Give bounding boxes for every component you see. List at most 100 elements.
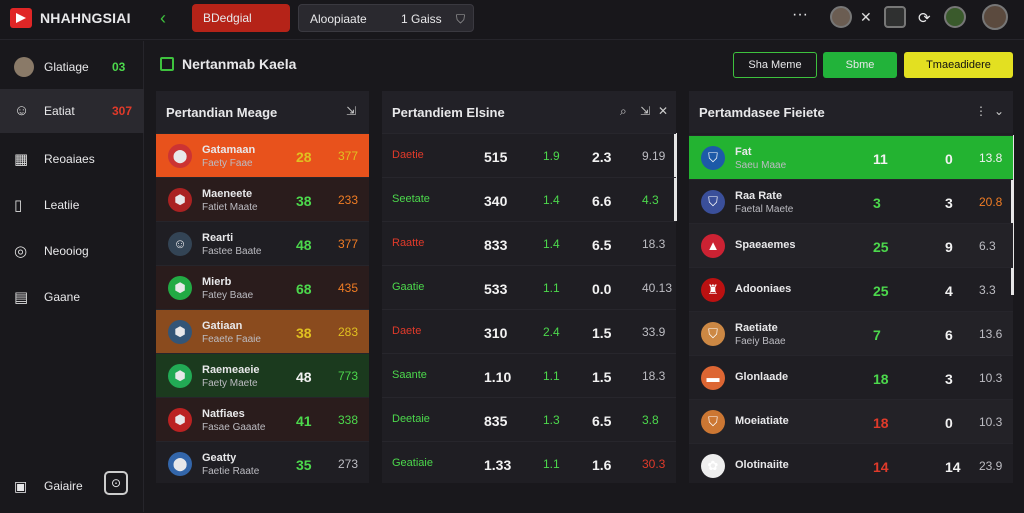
match-row[interactable]: Deetaie 835 1.3 6.5 3.8 [382, 397, 676, 441]
top-bar: NHAHNGSIAI ‹ BDedgial Aloopiaate 1 Gaiss… [0, 0, 1024, 40]
match-label: Geatiaie [392, 457, 433, 469]
fixture-goals: 7 [873, 327, 881, 343]
odds-away: 4.3 [642, 193, 659, 207]
team-rating: 233 [338, 193, 359, 207]
shield-icon[interactable]: ⛉ [455, 12, 465, 26]
fixture-row[interactable]: ▲ Spaeaemes 25 9 6.3 [689, 223, 1013, 267]
avatar [14, 57, 34, 77]
sidebar-item-1[interactable]: ☺ Eatiat 307 [0, 89, 144, 133]
team-rating: 435 [338, 281, 359, 295]
sidebar-item-4[interactable]: ◎ Neooiog [0, 229, 144, 273]
window-icon[interactable]: ▣ [14, 478, 28, 494]
team-subtitle: Faetal Maete [735, 204, 794, 215]
kebab-menu-icon[interactable]: ⋮ [975, 104, 987, 118]
fixture-rating: 10.3 [979, 415, 1003, 429]
table-row[interactable]: ⬤ Gatamaan Faety Faae 28 377 [156, 133, 369, 177]
table-row[interactable]: ⬢ Raemeaeie Faety Maete 48 773 [156, 353, 369, 397]
team-name: Fat [735, 146, 752, 158]
fixture-goals: 25 [873, 283, 889, 299]
search-icon[interactable]: ⌕ [620, 104, 627, 118]
team-points: 48 [296, 369, 312, 385]
team-crest-icon: ✿ [701, 454, 725, 478]
person-icon[interactable] [884, 6, 906, 28]
team-name: Olotinaiite [735, 459, 789, 471]
settings-button[interactable]: ⊙ [104, 471, 128, 495]
fixture-row[interactable]: ⛉ Raa Rate Faetal Maete 3 3 20.8 [689, 179, 1013, 223]
table-row[interactable]: ⬢ Gatiaan Feaete Faaie 38 283 [156, 309, 369, 353]
team-name: Raemeaeie [202, 364, 260, 376]
team-crest-icon: ☺ [168, 232, 192, 256]
team-crest-icon: ⬤ [168, 452, 192, 476]
fixture-rating: 10.3 [979, 371, 1003, 385]
match-row[interactable]: Daetie 515 1.9 2.3 9.19 [382, 133, 676, 177]
match-row[interactable]: Raatte 833 1.4 6.5 18.3 [382, 221, 676, 265]
sidebar-item-5[interactable]: ▤ Gaane [0, 275, 144, 319]
expand-icon[interactable]: ⇲ [346, 104, 357, 118]
match-row[interactable]: Saante 1.10 1.1 1.5 18.3 [382, 353, 676, 397]
chevron-down-icon[interactable]: ⌄ [994, 104, 1005, 118]
odds-home: 1.3 [543, 413, 560, 427]
odds-away: 33.9 [642, 325, 666, 339]
more-menu-icon[interactable]: ··· [792, 6, 808, 23]
team-points: 38 [296, 193, 312, 209]
table-row[interactable]: ☺ Rearti Fastee Baate 48 377 [156, 221, 369, 265]
sidebar-footer-label: Gaiaire [44, 479, 83, 493]
fixture-row[interactable]: ✿ Olotinaiite 14 14 23.9 [689, 443, 1013, 487]
table-row[interactable]: ⬢ Maeneete Fatiet Maate 38 233 [156, 177, 369, 221]
scrollbar[interactable] [1011, 135, 1014, 295]
odds-home: 1.4 [543, 237, 560, 251]
match-row[interactable]: Seetate 340 1.4 6.6 4.3 [382, 177, 676, 221]
checkbox-icon[interactable] [160, 57, 174, 71]
match-label: Daetie [392, 149, 424, 161]
sidebar-item-3[interactable]: ▯ Leatiie [0, 183, 144, 227]
play-logo-icon[interactable] [10, 8, 32, 28]
green-button[interactable]: Sbme [823, 52, 897, 78]
team-crest-icon: ♜ [701, 278, 725, 302]
match-row[interactable]: Daete 310 2.4 1.5 33.9 [382, 309, 676, 353]
fixture-goals: 14 [873, 459, 889, 475]
team-crest-icon: ⬢ [168, 188, 192, 212]
back-chevron-icon[interactable]: ‹ [160, 8, 166, 28]
fixture-row[interactable]: ⛉ Raetiate Faeiy Baae 7 6 13.6 [689, 311, 1013, 355]
refresh-icon[interactable]: ⟳ [918, 10, 931, 27]
avatar[interactable] [830, 6, 852, 28]
fixture-row[interactable]: ⛉ Moeiatiate 18 0 10.3 [689, 399, 1013, 443]
user-avatar[interactable] [982, 4, 1008, 30]
match-score: 833 [484, 237, 508, 253]
odds-away: 40.13 [642, 281, 673, 295]
team-crest-icon: ⛉ [701, 322, 725, 346]
fixture-goals: 25 [873, 239, 889, 255]
collapse-icon[interactable]: ✕ [860, 9, 872, 25]
table-row[interactable]: ⬢ Mierb Fatey Baae 68 435 [156, 265, 369, 309]
sidebar-item-0[interactable]: Glatiage 03 [0, 45, 144, 89]
outline-button[interactable]: Sha Meme [733, 52, 817, 78]
close-icon[interactable]: ✕ [658, 104, 669, 118]
match-score: 340 [484, 193, 508, 209]
fixture-row[interactable]: ▬ Glonlaade 18 3 10.3 [689, 355, 1013, 399]
team-name: Spaeaemes [735, 239, 796, 251]
avatar[interactable] [944, 6, 966, 28]
team-subtitle: Fasae Gaaate [202, 422, 266, 433]
table-row[interactable]: ⬤ Geatty Faetie Raate 35 273 [156, 441, 369, 485]
table-row[interactable]: ⬢ Natfiaes Fasae Gaaate 41 338 [156, 397, 369, 441]
active-tab-button[interactable]: BDedgial [192, 4, 290, 32]
sidebar-item-2[interactable]: ▦ Reoaiaes [0, 137, 144, 181]
expand-icon[interactable]: ⇲ [640, 104, 651, 118]
search-box[interactable]: Aloopiaate 1 Gaiss ⛉ [298, 4, 474, 32]
panel-title: Pertandian Meage [166, 105, 278, 120]
fixture-row[interactable]: ⛉ Fat Saeu Maae 11 0 13.8 [689, 135, 1013, 179]
sidebar-item-label: Eatiat [44, 104, 75, 118]
match-row[interactable]: Gaatie 533 1.1 0.0 40.13 [382, 265, 676, 309]
odds-home: 2.4 [543, 325, 560, 339]
team-points: 28 [296, 149, 312, 165]
yellow-button[interactable]: Tmaeadidere [904, 52, 1013, 78]
team-points: 35 [296, 457, 312, 473]
fixture-goals: 18 [873, 371, 889, 387]
panel-header: Pertandiem Elsine ⌕ ⇲ ✕ [382, 91, 676, 133]
fixture-row[interactable]: ♜ Adooniaes 25 4 3.3 [689, 267, 1013, 311]
page-title: Nertanmab Kaela [160, 56, 296, 72]
fixture-goals: 18 [873, 415, 889, 431]
match-row[interactable]: Geatiaie 1.33 1.1 1.6 30.3 [382, 441, 676, 485]
team-crest-icon: ⛉ [701, 410, 725, 434]
odds-draw: 2.3 [592, 149, 612, 165]
